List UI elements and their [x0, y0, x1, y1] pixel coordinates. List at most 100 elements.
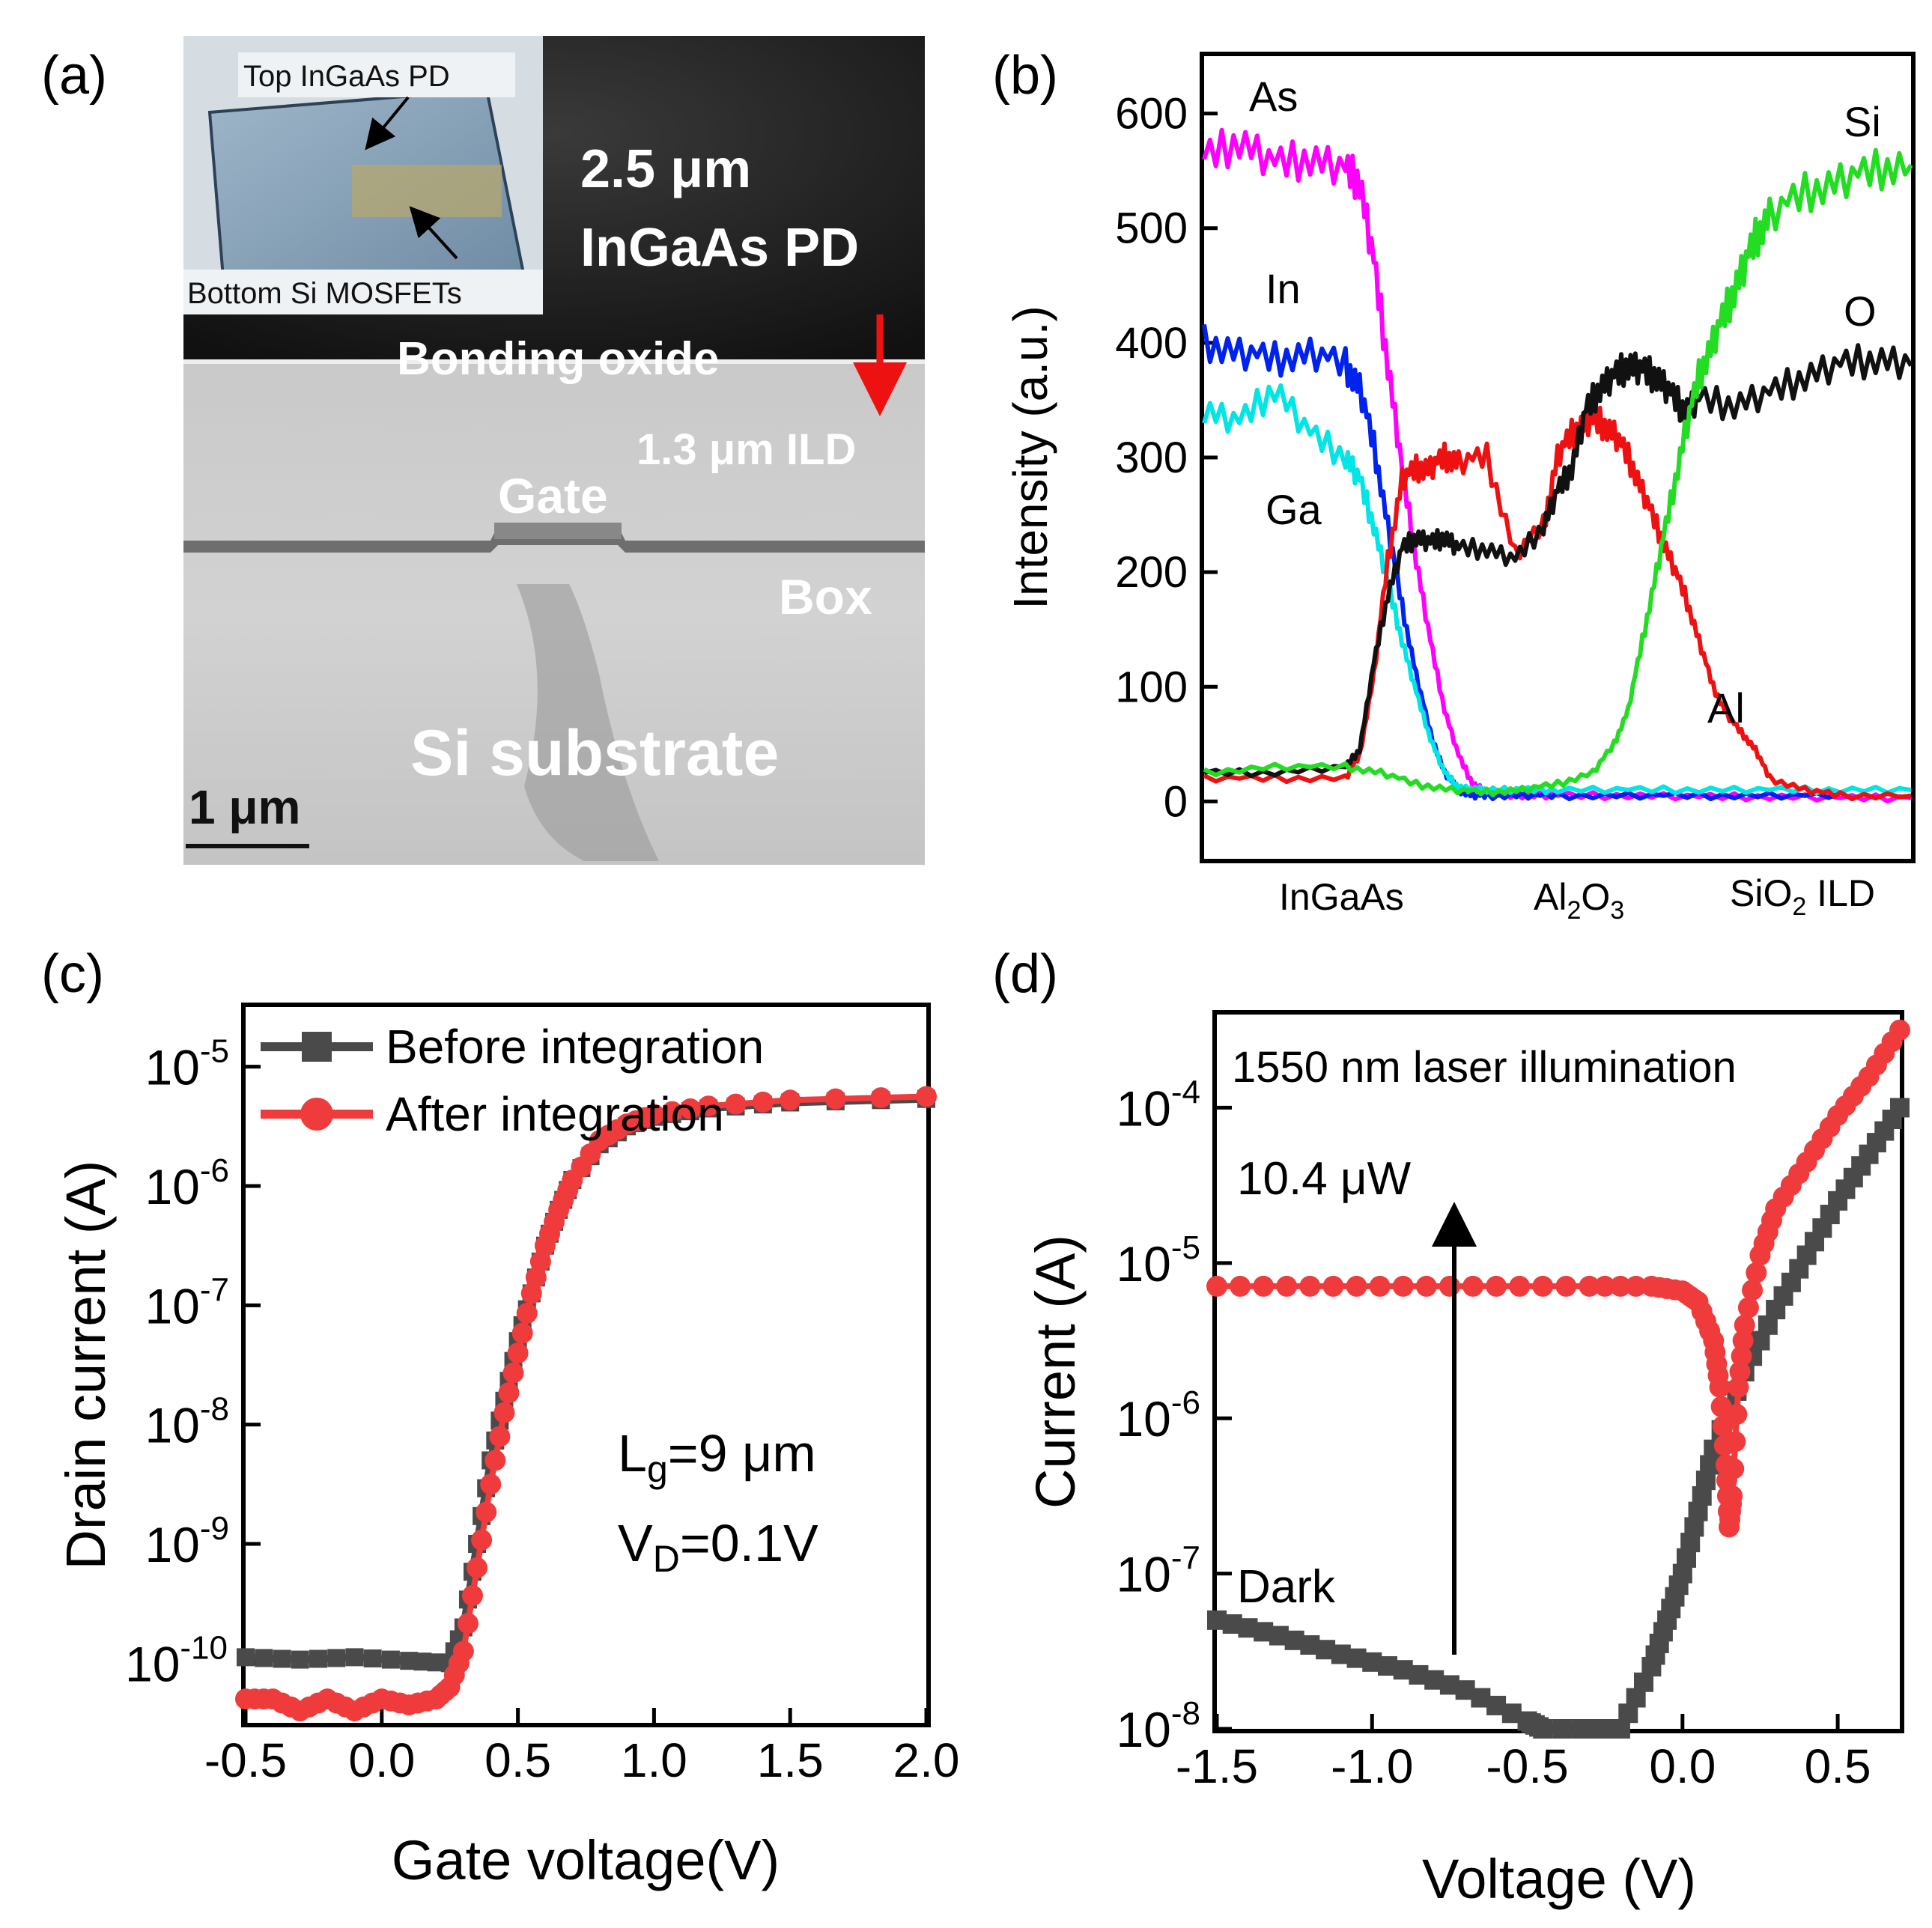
b-series-o	[1203, 343, 1913, 779]
c-xtick-label: 0.0	[348, 1733, 415, 1787]
sio2-sub2: 2	[1792, 892, 1806, 921]
panel-d-series	[1206, 1019, 1910, 1739]
pd-name-label: InGaAs PD	[580, 218, 859, 278]
power-annotation: 10.4 μW	[1237, 1153, 1412, 1205]
c-ytick-label: 10-5	[145, 1033, 229, 1095]
d-xtick-label: -0.5	[1486, 1739, 1568, 1793]
gate-label: Gate	[498, 468, 608, 523]
sio2-ild: ILD	[1806, 872, 1875, 914]
d-xtick-label: 0.0	[1649, 1739, 1716, 1793]
scale-bar-label: 1 μm	[189, 780, 300, 834]
d-xtick-label: -1.0	[1331, 1739, 1413, 1793]
d-xtick-label: -1.5	[1176, 1739, 1258, 1793]
d-ytick-exp: -6	[1171, 1384, 1200, 1421]
c-ytick-exp: -5	[200, 1033, 229, 1070]
c-ytick-exp: -9	[200, 1510, 229, 1547]
vd-sub: D	[653, 1538, 680, 1580]
b-label-al: Al	[1707, 684, 1745, 732]
vd-annotation: VD=0.1V	[618, 1514, 818, 1580]
c-point-square	[291, 1650, 309, 1669]
c-point-circle	[467, 1557, 488, 1578]
d-point-circle	[1206, 1275, 1227, 1297]
panel-d-frame	[1212, 1010, 1904, 1733]
bonding-oxide-label: Bonding oxide	[397, 333, 720, 385]
c-point-circle	[457, 1613, 479, 1634]
c-line-1	[246, 1093, 927, 1715]
c-point-circle	[471, 1529, 493, 1551]
d-point-circle	[1346, 1275, 1367, 1297]
lg-sub: g	[647, 1448, 668, 1490]
d-point-square	[1591, 1719, 1611, 1739]
b-series-as	[1202, 127, 1912, 804]
d-point-circle	[1712, 1415, 1734, 1437]
c-point-square	[309, 1649, 327, 1668]
d-point-circle	[1731, 1345, 1752, 1367]
c-ytick-base: 10	[145, 1398, 199, 1453]
c-xtick-label: -0.5	[204, 1733, 287, 1787]
c-point-circle	[498, 1382, 520, 1404]
panel-c-xlabel: Gate voltage(V)	[392, 1829, 780, 1891]
b-series-al	[1203, 405, 1912, 802]
d-point-circle	[1609, 1275, 1631, 1297]
d-point-circle	[1726, 1404, 1748, 1426]
c-point-square	[345, 1648, 364, 1667]
d-ytick-base: 10	[1116, 1080, 1170, 1136]
c-ytick-base: 10	[125, 1636, 180, 1691]
d-point-circle	[1230, 1275, 1251, 1297]
c-point-circle	[698, 1095, 720, 1117]
lg-rest: =9 μm	[668, 1424, 816, 1483]
d-ytick-exp: -7	[1171, 1540, 1200, 1577]
d-point-square	[1552, 1719, 1573, 1739]
c-point-circle	[520, 1283, 542, 1304]
d-point-circle	[1725, 1431, 1746, 1453]
c-point-circle	[525, 1267, 547, 1289]
c-ytick-exp: -7	[200, 1271, 229, 1308]
d-point-circle	[1439, 1275, 1460, 1297]
panel-label-d: (d)	[992, 944, 1058, 1004]
b-ytick-label: 400	[1115, 319, 1188, 368]
c-point-circle	[725, 1093, 747, 1115]
c-point-circle	[462, 1585, 483, 1607]
d-point-circle	[1728, 1376, 1749, 1398]
c-point-circle	[511, 1322, 533, 1344]
gate-contact	[494, 523, 622, 539]
d-ytick-label: 10-6	[1116, 1384, 1200, 1447]
c-line-0	[245, 1095, 927, 1667]
panel-b-xlabel-al2o3: Al2O3	[1534, 876, 1624, 925]
c-point-circle	[661, 1101, 683, 1122]
al2o3-al: Al	[1534, 876, 1567, 918]
c-point-circle	[870, 1087, 892, 1109]
substrate-label: Si substrate	[410, 717, 779, 789]
inset-top-label: Top InGaAs PD	[243, 60, 450, 93]
lg-main: L	[618, 1424, 647, 1483]
c-point-circle	[516, 1302, 538, 1324]
d-point-circle	[1392, 1275, 1414, 1297]
panel-b-series-labels: As In Ga Al O Si	[1249, 73, 1881, 732]
panel-c-axes: -0.5 0.0 0.5 1.0 1.5 2.010-1010-910-810-710-6…	[125, 1033, 960, 1787]
panel-c-ylabel: Drain current (A)	[55, 1161, 117, 1570]
panel-c-legend: Before integration After integration	[261, 1020, 764, 1141]
d-point-circle	[1486, 1275, 1507, 1297]
panel-b-yaxis: 0 100 200 300 400 500 600	[1115, 90, 1218, 826]
d-point-circle	[1625, 1275, 1647, 1297]
d-ytick-base: 10	[1116, 1391, 1170, 1447]
d-point-circle	[1732, 1330, 1754, 1351]
d-point-circle	[1734, 1314, 1755, 1336]
inset-arrow-top	[365, 96, 410, 150]
d-ytick-label: 10-5	[1116, 1229, 1200, 1292]
vd-main: V	[618, 1514, 653, 1572]
c-ytick-label: 10-6	[145, 1152, 229, 1214]
c-point-circle	[480, 1474, 502, 1495]
b-label-si: Si	[1844, 98, 1881, 145]
c-point-square	[327, 1649, 346, 1667]
d-point-circle	[1889, 1019, 1910, 1041]
d-ytick-base: 10	[1116, 1702, 1170, 1757]
d-point-square	[1890, 1098, 1910, 1118]
panel-c-chart: -0.5 0.0 0.5 1.0 1.5 2.010-1010-910-810-710-6…	[55, 1003, 960, 1891]
c-ytick-exp: -8	[200, 1391, 229, 1428]
d-ytick-exp: -5	[1171, 1229, 1200, 1266]
pd-thickness-label: 2.5 μm	[580, 139, 751, 199]
panel-d-chart: -1.5 -1.0 -0.5 0.0 0.510-810-710-610-510-4 C…	[1024, 1010, 1910, 1910]
al2o3-o: O	[1581, 876, 1610, 918]
c-ytick-label: 10-7	[145, 1271, 229, 1334]
